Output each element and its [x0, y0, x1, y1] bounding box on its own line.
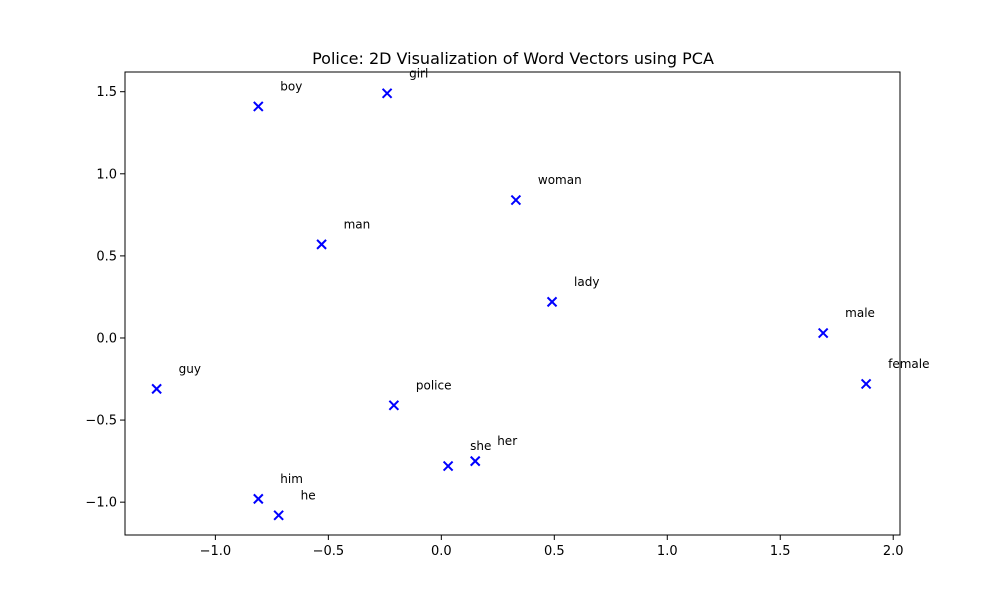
data-point-her: her — [470, 434, 517, 467]
x-marker — [151, 383, 162, 395]
x-tick-label: 1.0 — [657, 544, 678, 559]
point-label: she — [470, 439, 491, 453]
data-point-police: police — [388, 378, 452, 411]
x-marker — [510, 194, 522, 206]
point-label: male — [845, 306, 875, 320]
data-point-female: female — [860, 357, 929, 390]
data-point-girl: girl — [381, 66, 428, 99]
x-marker — [442, 460, 454, 472]
x-marker — [470, 455, 481, 467]
x-tick-label: 0.0 — [431, 544, 452, 559]
y-tick-label: 1.0 — [96, 167, 117, 182]
x-marker — [253, 493, 264, 505]
y-tick-label: 0.5 — [96, 249, 117, 264]
x-marker — [253, 101, 264, 112]
data-point-he: he — [273, 488, 316, 521]
point-label: he — [301, 488, 316, 502]
data-point-man: man — [316, 217, 371, 250]
data-point-woman: woman — [510, 173, 582, 206]
point-label: guy — [179, 362, 201, 376]
data-point-guy: guy — [151, 362, 201, 395]
x-tick-label: 1.5 — [770, 544, 791, 559]
point-label: lady — [574, 275, 599, 289]
point-label: police — [416, 378, 452, 392]
point-label: man — [344, 217, 371, 231]
x-tick-label: 2.0 — [883, 544, 904, 559]
point-label: him — [280, 472, 303, 486]
point-label: girl — [409, 66, 428, 80]
x-tick-label: 0.5 — [544, 544, 565, 559]
data-point-lady: lady — [546, 275, 599, 308]
x-marker — [817, 327, 829, 339]
y-tick-label: −1.0 — [85, 496, 117, 511]
x-marker — [860, 378, 872, 390]
point-label: woman — [538, 173, 582, 187]
point-label: female — [888, 357, 929, 371]
x-marker — [381, 88, 393, 99]
x-marker — [388, 400, 400, 411]
x-tick-label: −0.5 — [313, 544, 345, 559]
y-tick-label: −0.5 — [85, 414, 117, 429]
axes: −1.0 −0.5 0.0 0.5 1.0 1.5 2.0 −1.0 −0.5 0.0 0.5 1.0… — [85, 71, 904, 559]
data-point-him: him — [253, 472, 303, 505]
plot-frame — [124, 71, 901, 536]
y-tick-label: 1.5 — [96, 85, 117, 100]
chart-title: Police: 2D Visualization of Word Vectors… — [312, 49, 714, 68]
point-label: her — [497, 434, 517, 448]
data-points: boy girl woman man lady male female guy police sh… — [151, 66, 929, 521]
x-tick-label: −1.0 — [200, 544, 232, 559]
x-marker — [316, 239, 327, 250]
data-point-she: she — [442, 439, 491, 472]
x-marker — [546, 296, 558, 308]
y-tick-label: 0.0 — [96, 331, 117, 346]
point-label: boy — [280, 79, 302, 93]
data-point-boy: boy — [253, 79, 302, 112]
data-point-male: male — [817, 306, 875, 339]
x-marker — [273, 510, 284, 521]
